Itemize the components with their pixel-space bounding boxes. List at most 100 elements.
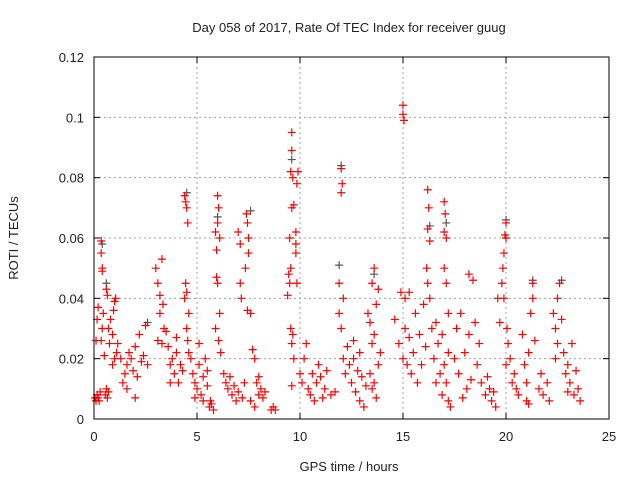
data-point-red bbox=[424, 203, 433, 212]
data-point-red bbox=[111, 294, 120, 303]
data-point-red bbox=[254, 372, 263, 381]
data-point-red bbox=[353, 366, 362, 375]
data-point-red bbox=[572, 366, 581, 375]
data-point-red bbox=[508, 378, 517, 387]
data-point-red bbox=[503, 324, 512, 333]
data-point-red bbox=[576, 396, 585, 405]
data-point-red bbox=[349, 336, 358, 345]
data-point-red bbox=[302, 339, 311, 348]
data-point-red bbox=[561, 369, 570, 378]
x-tick-label: 10 bbox=[293, 429, 307, 444]
data-point-red bbox=[423, 279, 432, 288]
data-point-red bbox=[287, 128, 296, 137]
data-point-red bbox=[436, 369, 445, 378]
data-point-red bbox=[178, 366, 187, 375]
data-point-red bbox=[230, 381, 239, 390]
data-point-red bbox=[405, 333, 414, 342]
data-point-red bbox=[331, 387, 340, 396]
data-point-red bbox=[108, 330, 117, 339]
data-point-red bbox=[440, 264, 449, 273]
data-point-red bbox=[287, 381, 296, 390]
data-point-red bbox=[166, 360, 175, 369]
data-point-red bbox=[462, 384, 471, 393]
data-point-red bbox=[491, 402, 500, 411]
data-point-red bbox=[100, 351, 109, 360]
data-point-red bbox=[341, 369, 350, 378]
data-point-red bbox=[368, 339, 377, 348]
data-point-red bbox=[499, 249, 508, 258]
data-point-red bbox=[244, 234, 253, 242]
data-point-red bbox=[103, 291, 112, 300]
data-point-red bbox=[355, 348, 364, 357]
data-point-red bbox=[180, 191, 189, 200]
data-point-red bbox=[425, 294, 434, 303]
data-point-red bbox=[396, 288, 405, 297]
data-point-red bbox=[551, 324, 560, 333]
data-point-red bbox=[113, 339, 122, 348]
data-point-red bbox=[181, 197, 190, 206]
data-point-red bbox=[322, 366, 331, 375]
data-point-red bbox=[442, 234, 451, 242]
data-point-red bbox=[434, 339, 443, 348]
data-point-red bbox=[438, 330, 447, 339]
data-point-gray bbox=[442, 218, 451, 227]
x-tick-label: 5 bbox=[193, 429, 200, 444]
data-point-red bbox=[116, 354, 125, 363]
data-point-red bbox=[180, 294, 189, 303]
data-point-red bbox=[221, 378, 230, 387]
data-point-red bbox=[485, 384, 494, 393]
data-point-gray bbox=[246, 206, 255, 215]
data-point-red bbox=[109, 306, 118, 315]
data-point-red bbox=[108, 360, 117, 369]
data-point-red bbox=[143, 360, 152, 369]
data-point-red bbox=[337, 164, 346, 173]
data-point-red bbox=[520, 360, 529, 369]
data-point-red bbox=[252, 378, 261, 387]
data-point-red bbox=[195, 360, 204, 369]
data-point-red bbox=[248, 345, 257, 354]
data-point-red bbox=[296, 369, 304, 378]
data-point-red bbox=[534, 384, 543, 393]
data-point-red bbox=[466, 375, 475, 384]
data-point-red bbox=[444, 348, 453, 357]
data-point-red bbox=[240, 378, 249, 387]
data-point-red bbox=[197, 390, 206, 399]
data-point-red bbox=[338, 179, 347, 188]
data-point-red bbox=[368, 279, 377, 288]
y-tick-label: 0.04 bbox=[59, 291, 84, 306]
y-tick-label: 0.06 bbox=[59, 231, 84, 246]
data-point-red bbox=[569, 390, 578, 399]
data-point-red bbox=[287, 339, 296, 348]
data-point-red bbox=[444, 396, 453, 405]
data-point-red bbox=[127, 354, 136, 363]
data-point-red bbox=[343, 342, 352, 351]
data-point-red bbox=[446, 402, 455, 411]
data-point-red bbox=[425, 237, 434, 246]
data-point-red bbox=[565, 378, 574, 387]
data-point-red bbox=[415, 330, 424, 339]
data-point-red bbox=[168, 354, 177, 363]
data-point-red bbox=[399, 354, 407, 363]
data-point-red bbox=[103, 393, 112, 402]
data-point-red bbox=[347, 378, 356, 387]
data-point-red bbox=[190, 378, 199, 387]
data-point-red bbox=[374, 285, 383, 294]
data-point-red bbox=[286, 264, 295, 273]
data-point-red bbox=[286, 324, 295, 333]
data-point-red bbox=[133, 372, 142, 381]
data-point-red bbox=[421, 342, 430, 351]
data-point-red bbox=[120, 369, 129, 378]
data-point-red bbox=[99, 309, 108, 318]
data-point-red bbox=[96, 387, 105, 396]
data-point-red bbox=[355, 396, 364, 405]
data-point-red bbox=[308, 369, 317, 378]
data-point-red bbox=[236, 279, 245, 288]
data-point-red bbox=[413, 378, 422, 387]
data-point-red bbox=[183, 218, 192, 227]
data-point-red bbox=[162, 327, 171, 336]
data-point-red bbox=[419, 300, 428, 309]
data-point-red bbox=[370, 264, 379, 273]
data-point-red bbox=[563, 360, 572, 369]
data-point-red bbox=[176, 360, 185, 369]
data-point-red bbox=[522, 378, 531, 387]
